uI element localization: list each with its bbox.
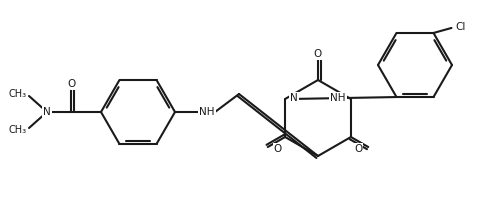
- Text: N: N: [43, 107, 51, 117]
- Text: CH₃: CH₃: [9, 89, 27, 99]
- Text: N: N: [290, 93, 298, 103]
- Text: Cl: Cl: [456, 22, 466, 32]
- Text: NH: NH: [199, 107, 215, 117]
- Text: O: O: [274, 144, 282, 154]
- Text: O: O: [354, 144, 362, 154]
- Text: NH: NH: [330, 93, 346, 103]
- Text: O: O: [67, 79, 75, 89]
- Text: CH₃: CH₃: [9, 125, 27, 135]
- Text: O: O: [314, 49, 322, 59]
